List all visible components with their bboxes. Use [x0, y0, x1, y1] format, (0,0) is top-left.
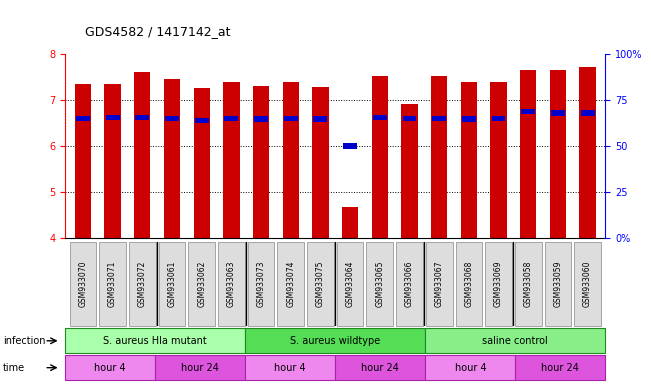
Text: GSM933061: GSM933061 — [167, 261, 176, 307]
Bar — [461, 82, 477, 238]
Bar — [549, 70, 566, 238]
Text: GSM933060: GSM933060 — [583, 261, 592, 308]
FancyBboxPatch shape — [218, 242, 245, 326]
Bar — [193, 88, 210, 238]
FancyBboxPatch shape — [65, 328, 245, 353]
FancyBboxPatch shape — [485, 242, 512, 326]
FancyBboxPatch shape — [70, 242, 96, 326]
Bar — [431, 76, 447, 238]
Bar — [76, 116, 90, 121]
Bar — [402, 116, 417, 121]
Text: GSM933075: GSM933075 — [316, 261, 325, 308]
FancyBboxPatch shape — [245, 355, 335, 380]
FancyBboxPatch shape — [425, 355, 516, 380]
Text: S. aureus wildtype: S. aureus wildtype — [290, 336, 380, 346]
FancyBboxPatch shape — [277, 242, 304, 326]
FancyBboxPatch shape — [159, 242, 186, 326]
Bar — [253, 86, 270, 238]
Text: time: time — [3, 362, 25, 373]
Text: hour 24: hour 24 — [361, 362, 399, 373]
FancyBboxPatch shape — [245, 328, 425, 353]
Bar — [581, 110, 594, 116]
Bar — [551, 110, 565, 116]
Bar — [520, 70, 536, 238]
Text: hour 24: hour 24 — [542, 362, 579, 373]
Bar — [195, 118, 208, 123]
FancyBboxPatch shape — [65, 355, 155, 380]
FancyBboxPatch shape — [335, 355, 425, 380]
FancyBboxPatch shape — [515, 242, 542, 326]
Text: infection: infection — [3, 336, 46, 346]
FancyBboxPatch shape — [426, 242, 452, 326]
FancyBboxPatch shape — [516, 355, 605, 380]
Text: GSM933074: GSM933074 — [286, 261, 296, 308]
Text: hour 4: hour 4 — [454, 362, 486, 373]
FancyBboxPatch shape — [307, 242, 334, 326]
Text: GSM933072: GSM933072 — [138, 261, 146, 307]
Text: hour 4: hour 4 — [275, 362, 306, 373]
Bar — [401, 104, 418, 238]
Bar — [579, 67, 596, 238]
Text: GSM933071: GSM933071 — [108, 261, 117, 307]
Text: GSM933070: GSM933070 — [78, 261, 87, 308]
Bar — [165, 116, 179, 121]
Bar — [490, 82, 506, 238]
Bar — [75, 84, 91, 238]
Text: hour 4: hour 4 — [94, 362, 126, 373]
Text: S. aureus Hla mutant: S. aureus Hla mutant — [104, 336, 207, 346]
Bar — [314, 116, 327, 122]
FancyBboxPatch shape — [155, 355, 245, 380]
FancyBboxPatch shape — [425, 328, 605, 353]
Text: GSM933059: GSM933059 — [553, 261, 562, 308]
Bar — [284, 116, 298, 121]
FancyBboxPatch shape — [367, 242, 393, 326]
Bar — [134, 72, 150, 238]
Bar — [105, 114, 120, 120]
Text: GSM933067: GSM933067 — [435, 261, 444, 308]
FancyBboxPatch shape — [247, 242, 275, 326]
Bar — [312, 87, 329, 238]
Text: GSM933066: GSM933066 — [405, 261, 414, 308]
Text: GSM933058: GSM933058 — [524, 261, 533, 307]
Bar — [462, 116, 476, 122]
Text: hour 24: hour 24 — [181, 362, 219, 373]
Text: GDS4582 / 1417142_at: GDS4582 / 1417142_at — [85, 25, 230, 38]
FancyBboxPatch shape — [545, 242, 572, 326]
Bar — [225, 116, 238, 121]
Bar — [104, 84, 121, 238]
FancyBboxPatch shape — [456, 242, 482, 326]
Bar — [283, 82, 299, 238]
Bar — [254, 116, 268, 122]
Text: GSM933062: GSM933062 — [197, 261, 206, 307]
Text: GSM933065: GSM933065 — [375, 261, 384, 308]
Text: GSM933069: GSM933069 — [494, 261, 503, 308]
FancyBboxPatch shape — [188, 242, 215, 326]
Bar — [342, 207, 358, 238]
Bar — [432, 116, 446, 121]
Text: saline control: saline control — [482, 336, 548, 346]
FancyBboxPatch shape — [574, 242, 601, 326]
FancyBboxPatch shape — [129, 242, 156, 326]
FancyBboxPatch shape — [99, 242, 126, 326]
Bar — [164, 79, 180, 238]
Text: GSM933064: GSM933064 — [346, 261, 355, 308]
Bar — [343, 143, 357, 149]
FancyBboxPatch shape — [337, 242, 363, 326]
Text: GSM933068: GSM933068 — [464, 261, 473, 307]
Text: GSM933073: GSM933073 — [256, 261, 266, 308]
Bar — [521, 109, 535, 114]
Bar — [492, 116, 505, 121]
Bar — [372, 76, 388, 238]
Bar — [223, 82, 240, 238]
FancyBboxPatch shape — [396, 242, 423, 326]
Text: GSM933063: GSM933063 — [227, 261, 236, 308]
Bar — [373, 114, 387, 120]
Bar — [135, 114, 149, 120]
